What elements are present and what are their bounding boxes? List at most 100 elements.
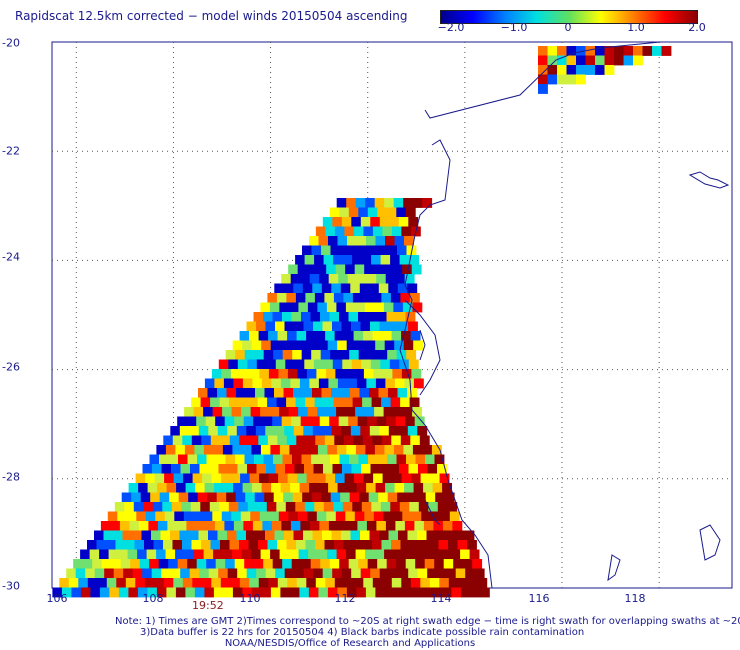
wind-cell [308,445,319,455]
wind-cell [233,521,244,531]
wind-cell [358,454,369,465]
wind-cell [263,454,274,465]
wind-cell [123,568,134,579]
wind-cell [366,274,377,284]
wind-cell [242,483,253,493]
wind-cell [280,340,291,351]
wind-cell [369,530,380,541]
wind-cell [353,331,364,341]
wind-cell [395,416,406,427]
wind-cell [379,426,390,436]
wind-cell [342,359,353,370]
wind-cell [334,226,345,237]
wind-cell [230,473,241,484]
wind-cell [340,492,351,503]
wind-cell [116,578,127,588]
wind-cell [387,350,398,360]
wind-cell [294,464,305,474]
wind-cell [290,274,301,284]
wind-cell [306,369,317,379]
wind-cell [445,530,456,541]
wind-cell [303,568,314,579]
wind-cell [242,378,253,389]
wind-cell [249,369,260,379]
wind-cell [372,226,383,237]
wind-cell [155,511,166,522]
wind-cell [111,559,122,569]
wind-cell [170,568,181,579]
wind-cell [288,511,299,522]
wind-cell [204,378,215,389]
wind-cell [328,483,338,493]
wind-cell [189,530,199,541]
wind-cell [298,302,309,313]
wind-cell [384,549,394,560]
wind-cell [330,454,340,465]
wind-cell [303,530,313,541]
wind-cell [222,407,232,417]
wind-cell [194,445,205,455]
wind-cell [182,435,193,446]
wind-cell [234,559,245,569]
wind-cell [217,426,228,436]
wind-cell [336,407,346,417]
wind-cell [143,502,154,512]
wind-cell [259,511,270,522]
wind-cell [384,587,395,598]
wind-cell [191,397,201,408]
footnote-line-1: Note: 1) Times are GMT 2)Times correspon… [115,616,740,627]
wind-cell [125,540,135,550]
wind-cell [406,454,416,465]
lat-label-20: -20 [2,36,20,50]
wind-cell [260,549,271,560]
wind-cell [316,369,327,379]
wind-cell [192,473,203,484]
wind-cell [402,511,413,522]
wind-cell [240,369,251,379]
wind-cell [614,55,624,66]
wind-cell [185,587,196,598]
wind-cell [163,435,174,446]
wind-cell [343,293,354,303]
wind-cell [235,350,246,360]
wind-cell [427,464,438,474]
wind-cell [408,568,419,579]
wind-cell [396,559,407,569]
wind-cell [266,359,277,370]
wind-cell [315,540,325,550]
wind-cell [324,540,335,550]
wind-cell [248,540,259,550]
coastline-small-bay [424,499,441,526]
wind-cell [331,388,341,398]
wind-cell [411,264,422,275]
wind-cell [198,426,209,436]
wind-cell [409,397,420,408]
wind-cell [407,283,418,294]
wind-cell [433,521,444,531]
wind-cell [247,464,257,474]
wind-cell [335,369,346,379]
wind-cell [372,435,383,446]
wind-cell [282,350,293,360]
wind-cell [284,321,295,332]
wind-cell [288,407,299,417]
wind-cell [328,274,339,284]
wind-cell [401,226,412,237]
wind-cell [267,435,278,446]
wind-cell [356,587,367,598]
wind-cell [417,426,428,436]
wind-cell [396,312,406,322]
wind-cell [412,407,422,417]
wind-cell [292,492,303,503]
wind-cell [355,549,366,560]
wind-cell [399,502,410,512]
wind-cell [301,559,312,569]
wind-cell [348,207,359,218]
wind-cell [254,454,264,465]
wind-cell [414,416,425,427]
wind-cell [230,578,241,588]
wind-cell [455,530,465,541]
wind-cell [367,559,378,569]
wind-cell [417,568,428,579]
wind-cell [232,587,243,598]
